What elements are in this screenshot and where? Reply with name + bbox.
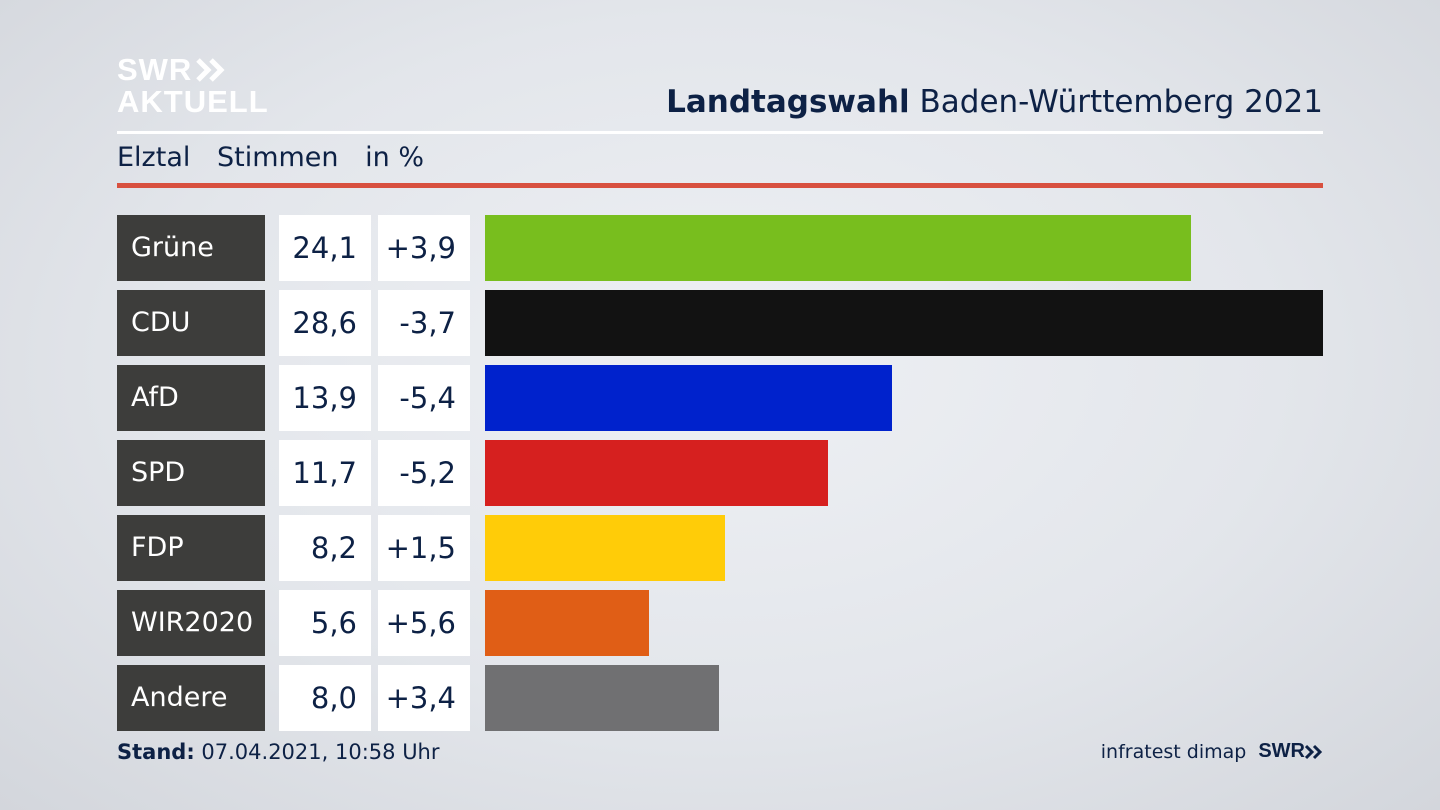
vote-share-label: 28,6 bbox=[279, 290, 371, 356]
swr-brand: SWR bbox=[1258, 740, 1323, 763]
title-bold: Landtagswahl bbox=[666, 84, 910, 120]
chart-row: SPD 11,7 -5,2 bbox=[117, 440, 1323, 506]
party-label: SPD bbox=[117, 440, 265, 506]
swr-aktuell-logo: SWR AKTUELL bbox=[117, 54, 269, 118]
title-rest: Baden-Württemberg 2021 bbox=[919, 84, 1323, 120]
accent-divider bbox=[117, 183, 1323, 188]
vote-share-label: 24,1 bbox=[279, 215, 371, 281]
result-bar bbox=[485, 365, 892, 431]
chart-title: Landtagswahl Baden-Württemberg 2021 bbox=[666, 84, 1323, 120]
vote-share-label: 5,6 bbox=[279, 590, 371, 656]
chart-subtitle: Elztal Stimmen in % bbox=[117, 142, 442, 173]
result-bar bbox=[485, 290, 1323, 356]
change-label: +3,4 bbox=[378, 665, 470, 731]
subtitle-region: Elztal bbox=[117, 142, 191, 173]
chart-row: CDU 28,6 -3,7 bbox=[117, 290, 1323, 356]
chart-row: Grüne 24,1 +3,9 bbox=[117, 215, 1323, 281]
vote-share-label: 8,0 bbox=[279, 665, 371, 731]
logo-line-1: SWR bbox=[117, 52, 193, 87]
chart-row: FDP 8,2 +1,5 bbox=[117, 515, 1323, 581]
credit-text: infratest dimap bbox=[1100, 740, 1247, 763]
vote-share-label: 11,7 bbox=[279, 440, 371, 506]
subtitle-measure: Stimmen bbox=[216, 142, 339, 173]
stand-label: Stand: bbox=[117, 740, 195, 764]
chart-row: WIR2020 5,6 +5,6 bbox=[117, 590, 1323, 656]
header-divider bbox=[117, 131, 1323, 134]
stand-value: 07.04.2021, 10:58 Uhr bbox=[201, 740, 440, 764]
party-label: FDP bbox=[117, 515, 265, 581]
party-label: Grüne bbox=[117, 215, 265, 281]
result-bar bbox=[485, 215, 1191, 281]
party-label: CDU bbox=[117, 290, 265, 356]
change-label: -5,4 bbox=[378, 365, 470, 431]
logo-line-2: AKTUELL bbox=[117, 84, 269, 119]
party-label: WIR2020 bbox=[117, 590, 265, 656]
change-label: +3,9 bbox=[378, 215, 470, 281]
change-label: -5,2 bbox=[378, 440, 470, 506]
change-label: +5,6 bbox=[378, 590, 470, 656]
vote-share-label: 13,9 bbox=[279, 365, 371, 431]
footer-stand: Stand: 07.04.2021, 10:58 Uhr bbox=[117, 740, 440, 764]
result-bar bbox=[485, 590, 649, 656]
subtitle-unit: in % bbox=[365, 142, 424, 173]
party-label: AfD bbox=[117, 365, 265, 431]
change-label: +1,5 bbox=[378, 515, 470, 581]
double-chevron-icon bbox=[196, 58, 225, 82]
double-chevron-icon bbox=[1305, 744, 1323, 759]
vote-share-label: 8,2 bbox=[279, 515, 371, 581]
swr-brand-text: SWR bbox=[1258, 740, 1305, 762]
chart-row: Andere 8,0 +3,4 bbox=[117, 665, 1323, 731]
result-bar bbox=[485, 515, 725, 581]
chart-row: AfD 13,9 -5,4 bbox=[117, 365, 1323, 431]
change-label: -3,7 bbox=[378, 290, 470, 356]
party-label: Andere bbox=[117, 665, 265, 731]
result-bar bbox=[485, 440, 828, 506]
footer-credit: infratest dimap SWR bbox=[1101, 740, 1323, 763]
result-bar bbox=[485, 665, 719, 731]
